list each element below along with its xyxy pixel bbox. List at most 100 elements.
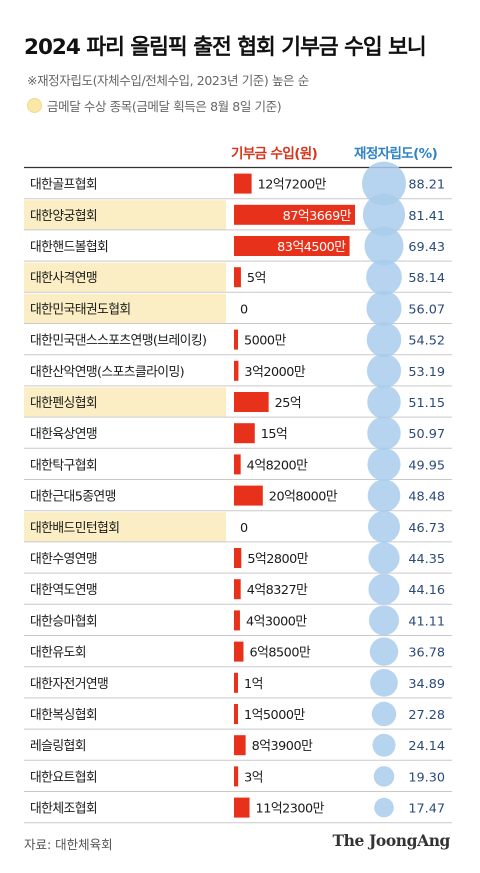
chart-legend: 금메달 수상 종목(금메달 획득은 8월 8일 기준)	[27, 96, 282, 115]
ratio-bubble	[374, 797, 394, 818]
ratio-bubble	[367, 416, 401, 450]
chart-title: 2024 파리 올림픽 출전 협회 기부금 수입 보니	[24, 35, 427, 60]
row-name: 대한체조협회	[30, 802, 97, 817]
ratio-label: 56.07	[408, 302, 445, 317]
ratio-label: 46.73	[408, 521, 445, 536]
ratio-label: 24.14	[408, 739, 445, 754]
row-name: 대한골프협회	[30, 178, 97, 193]
donation-label: 83억4500만	[277, 240, 346, 255]
ratio-label: 53.19	[408, 365, 445, 380]
donation-label: 4억3000만	[246, 614, 307, 629]
ratio-bubble	[371, 701, 397, 727]
donation-bar	[234, 173, 252, 194]
donation-label: 0	[240, 521, 248, 536]
ratio-bubble	[367, 385, 401, 419]
donation-bar	[234, 423, 255, 444]
ratio-bubble	[366, 259, 402, 296]
donation-label: 1억	[244, 677, 263, 692]
brand-logo: The JoongAng	[332, 831, 450, 850]
donation-label: 20억8000만	[269, 490, 338, 505]
donation-label: 11억2300만	[256, 802, 325, 817]
gold-medal-legend-icon	[27, 98, 42, 113]
gold-row-highlight	[24, 262, 226, 292]
row-name: 대한민국태권도협회	[30, 302, 131, 317]
donation-label: 3억	[244, 770, 263, 785]
donation-label: 0	[240, 302, 248, 317]
ratio-bubble	[373, 766, 395, 787]
ratio-bubble	[362, 161, 406, 206]
row-name: 대한근대5종연맹	[30, 490, 116, 505]
donation-label: 3억2000만	[244, 365, 305, 380]
ratio-bubble	[366, 353, 402, 388]
ratio-bubble	[369, 637, 399, 666]
row-name: 대한배드민턴협회	[30, 521, 119, 536]
row-name: 대한탁구협회	[30, 458, 97, 473]
donation-bar	[234, 735, 246, 756]
row-name: 대한민국댄스스포츠연맹(브레이킹)	[30, 334, 206, 349]
donation-bar	[234, 360, 239, 381]
ratio-bubble	[366, 290, 402, 326]
row-name: 대한산악연맹(스포츠클라이밍)	[30, 365, 184, 380]
row-name: 대한복싱협회	[30, 708, 97, 723]
ratio-label: 49.95	[408, 458, 445, 473]
donation-bar	[234, 485, 263, 506]
donation-label: 1억5000만	[244, 708, 305, 723]
ratio-label: 44.16	[408, 583, 445, 598]
chart-note: ※재정자립도(자체수입/전체수입, 2023년 기준) 높은 순	[27, 73, 309, 88]
ratio-bubble	[367, 479, 401, 512]
ratio-label: 44.35	[408, 552, 445, 567]
gold-row-highlight	[24, 200, 226, 230]
row-name: 레슬링협회	[30, 739, 86, 754]
row-name: 대한핸드볼협회	[30, 239, 108, 255]
donation-label: 4억8327만	[247, 583, 308, 598]
ratio-label: 50.97	[408, 427, 445, 442]
bubbles-layer	[362, 161, 406, 818]
donation-bar	[234, 454, 241, 475]
ratio-label: 34.89	[408, 677, 445, 692]
ratio-label: 81.41	[408, 209, 445, 224]
donation-label: 25억	[275, 396, 302, 411]
labels-layer: 대한골프협회 12억7200만 88.21 대한양궁협회 87억3669만 81.41 대한…	[30, 178, 445, 817]
donation-bar	[234, 704, 238, 724]
donation-bar	[234, 579, 241, 600]
legend-label: 금메달 수상 종목(금메달 획득은 8월 8일 기준)	[47, 99, 282, 114]
row-name: 대한육상연맹	[30, 427, 97, 442]
donation-bar	[234, 610, 240, 631]
ratio-label: 48.48	[408, 490, 445, 505]
ratio-label: 19.30	[408, 770, 445, 785]
source-note: 자료: 대한체육회	[24, 837, 113, 852]
ratio-bubble	[370, 668, 398, 697]
row-name: 대한역도연맹	[30, 583, 97, 598]
donation-bar	[234, 641, 244, 662]
ratio-label: 17.47	[408, 802, 445, 817]
donation-label: 15억	[261, 427, 288, 442]
donation-label: 4억8200만	[247, 458, 308, 473]
gold-row-highlight	[24, 387, 226, 417]
donation-bar	[234, 236, 350, 256]
ratio-bubble	[364, 226, 404, 266]
gold-row-highlight	[24, 512, 226, 542]
donation-label: 12억7200만	[258, 178, 327, 193]
ratio-label: 27.28	[408, 708, 445, 723]
ratio-column-header: 재정자립도(%)	[354, 146, 438, 162]
row-name: 대한수영연맹	[30, 552, 97, 567]
row-name: 대한유도회	[30, 646, 86, 661]
donation-label: 87억3669만	[283, 209, 352, 224]
row-name: 대한자전거연맹	[30, 677, 108, 692]
donation-label: 6억8500만	[249, 646, 310, 661]
row-name: 대한양궁협회	[30, 209, 97, 224]
ratio-label: 88.21	[408, 178, 445, 193]
donation-label: 5000만	[244, 334, 287, 349]
row-name: 대한승마협회	[30, 614, 97, 629]
donation-bar	[234, 797, 250, 818]
ratio-bubble	[367, 447, 401, 481]
donation-bar	[234, 766, 239, 787]
ratio-label: 69.43	[408, 240, 445, 255]
ratio-label: 58.14	[408, 271, 445, 286]
ratio-bubble	[368, 605, 400, 636]
ratio-bubble	[367, 510, 401, 543]
ratio-bubble	[368, 573, 400, 605]
donation-column-header: 기부금 수입(원)	[231, 146, 318, 162]
donation-label: 5억2800만	[247, 552, 308, 567]
